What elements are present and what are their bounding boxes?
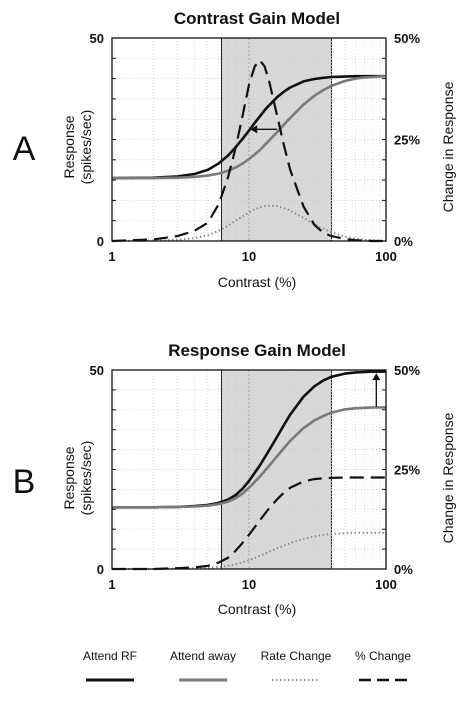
panel-b-ylabel-line1: Response — [61, 446, 77, 509]
series-line-pct-change — [112, 476, 386, 571]
panel-a: Contrast Gain Model A Response (spikes/s… — [13, 9, 456, 290]
series-line-rate-change — [111, 204, 387, 242]
panel-a-ylabel-line1: Response — [61, 115, 77, 178]
panel-a-title: Contrast Gain Model — [174, 9, 340, 28]
x-tick-label: 100 — [375, 249, 397, 264]
y-tick-label: 0 — [97, 234, 104, 249]
y2-tick-label: 25% — [394, 463, 420, 478]
y2-tick-label: 0% — [394, 234, 413, 249]
legend-label-attend-away: Attend away — [170, 649, 236, 663]
y-tick-label: 0 — [97, 562, 104, 577]
y-tick-label: 50 — [90, 363, 104, 378]
x-tick-label: 1 — [108, 249, 115, 264]
series-line-pct-change — [111, 59, 386, 243]
panel-a-y2label: Change in Response — [440, 81, 456, 212]
series-line-attend-away — [112, 406, 386, 509]
panel-a-xlabel: Contrast (%) — [218, 274, 297, 290]
series-line-attend-away — [112, 74, 387, 180]
legend-label-attend-rf: Attend RF — [83, 649, 137, 663]
panel-a-plot: 0 50 0% 25% 50% 1 10 100 — [90, 31, 421, 264]
panel-b-xlabel: Contrast (%) — [218, 601, 297, 617]
legend-label-pct-change: % Change — [355, 649, 411, 663]
y2-tick-label: 0% — [394, 562, 413, 577]
panel-b-ylabel-line2: (spikes/sec) — [78, 441, 94, 516]
gain-arrow-head — [372, 373, 381, 381]
shift-arrow-head — [250, 125, 258, 134]
x-tick-label: 100 — [375, 577, 397, 592]
panel-b-y2label: Change in Response — [440, 412, 456, 543]
x-tick-label: 10 — [242, 249, 256, 264]
y2-tick-label: 50% — [394, 31, 420, 46]
panel-b-label: B — [13, 463, 36, 501]
y2-tick-label: 50% — [394, 363, 420, 378]
panel-b-title: Response Gain Model — [168, 341, 346, 360]
series-line-rate-change — [112, 531, 386, 570]
series-line-attend-rf — [111, 74, 386, 180]
panel-b-plot: 0 50 0% 25% 50% 1 10 100 — [90, 363, 421, 592]
legend-label-rate-change: Rate Change — [261, 649, 332, 663]
x-tick-label: 10 — [242, 577, 256, 592]
panel-a-label: A — [13, 130, 36, 168]
y2-tick-label: 25% — [394, 133, 420, 148]
panel-a-ylabel-line2: (spikes/sec) — [78, 110, 94, 185]
legend: Attend RF Attend away Rate Change % Chan… — [83, 649, 411, 682]
panel-b: Response Gain Model B Response (spikes/s… — [13, 341, 456, 617]
x-tick-label: 1 — [108, 577, 115, 592]
y-tick-label: 50 — [90, 31, 104, 46]
